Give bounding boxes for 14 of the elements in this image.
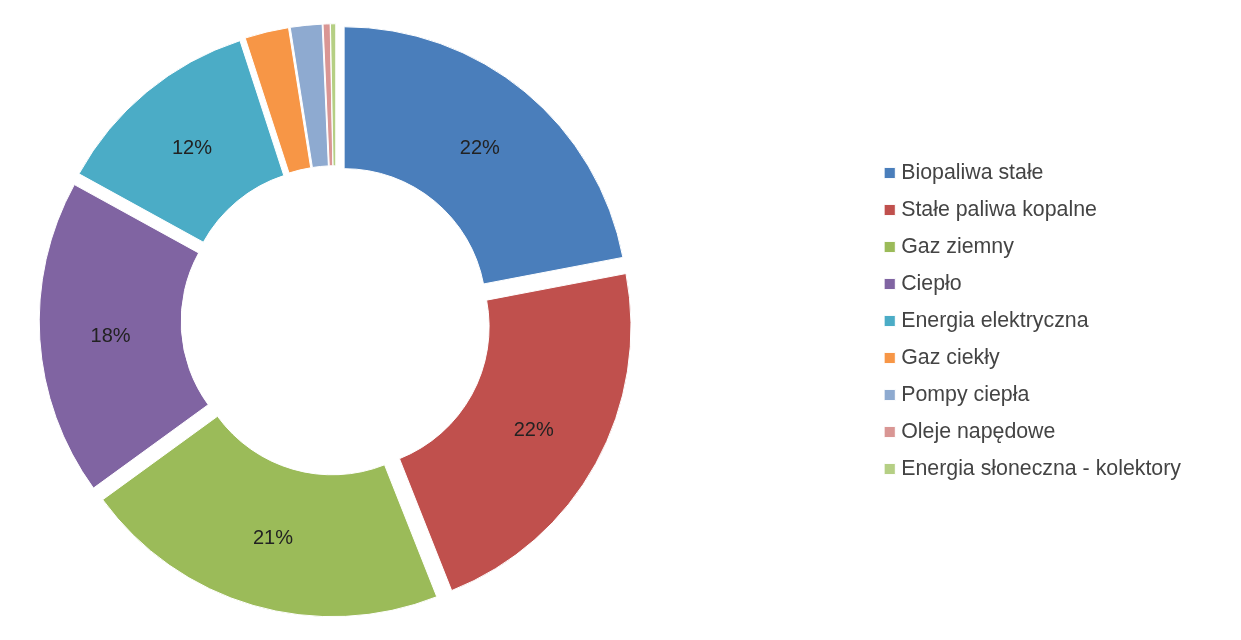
legend-label: Energia słoneczna - kolektory bbox=[901, 455, 1181, 481]
legend-label: Stałe paliwa kopalne bbox=[901, 196, 1097, 222]
legend-label: Oleje napędowe bbox=[901, 418, 1056, 444]
data-label: 22% bbox=[513, 418, 554, 441]
data-label: 18% bbox=[90, 323, 131, 346]
legend-label: Energia elektryczna bbox=[901, 307, 1089, 333]
legend-label: Gaz ziemny bbox=[901, 233, 1014, 259]
legend-label: Gaz ciekły bbox=[901, 344, 1000, 370]
data-label: 22% bbox=[459, 135, 501, 158]
legend-label: Pompy ciepła bbox=[901, 381, 1030, 407]
legend-label: Biopaliwa stałe bbox=[901, 159, 1044, 185]
data-label: 12% bbox=[171, 135, 213, 158]
legend-label: Ciepło bbox=[901, 270, 962, 296]
data-label: 21% bbox=[252, 526, 294, 549]
